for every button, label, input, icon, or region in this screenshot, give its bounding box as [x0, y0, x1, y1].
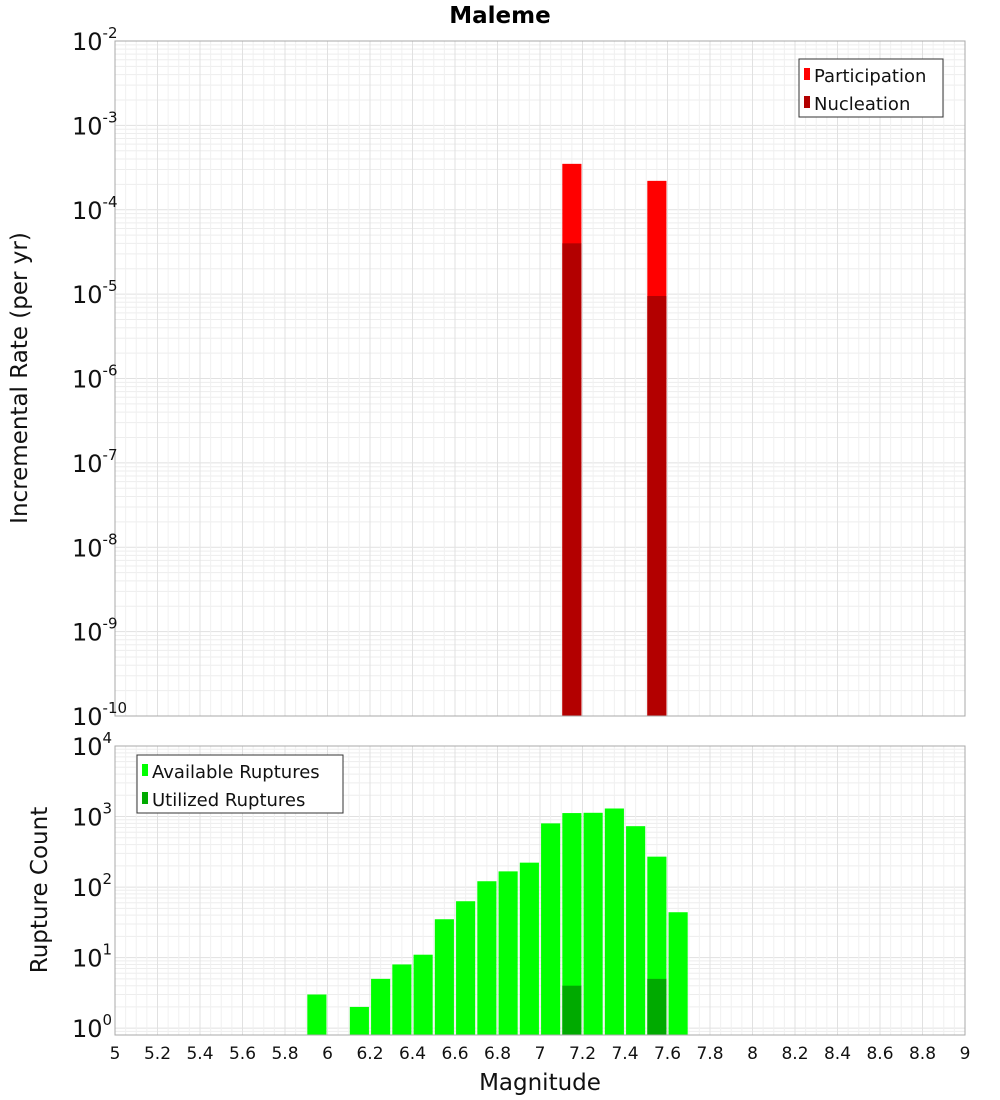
x-tick-label: 8.4 — [824, 1044, 851, 1064]
bottom-gridlines — [114, 745, 966, 1036]
top-y-tick-labels: 10-10 10-9 10-8 10-7 10-6 10-5 10-4 10-3 10-2 — [72, 24, 127, 731]
x-tick-label: 5.4 — [186, 1044, 213, 1064]
bottom-legend-label: Available Ruptures — [152, 762, 320, 783]
x-tick-label: 5.8 — [271, 1044, 298, 1064]
bottom-bar-series2 — [562, 985, 582, 1035]
bottom-bar-series1 — [519, 862, 539, 1035]
x-tick-label: 6.4 — [399, 1044, 426, 1064]
top-bar-series2 — [647, 296, 667, 716]
x-tick-label: 5.6 — [229, 1044, 256, 1064]
bottom-bar-series1 — [583, 812, 603, 1035]
x-tick-label: 7 — [535, 1044, 546, 1064]
top-y-axis-label: Incremental Rate (per yr) — [7, 232, 33, 524]
x-tick-label: 6.2 — [356, 1044, 383, 1064]
top-legend-swatch — [804, 68, 810, 80]
bottom-bar-series2 — [647, 978, 667, 1035]
top-legend-label: Participation — [814, 66, 926, 87]
bottom-bar-series1 — [392, 964, 412, 1035]
bottom-y-tick-label: 103 — [72, 800, 112, 832]
top-y-tick-label: 10-9 — [72, 615, 118, 647]
bottom-bar-series1 — [604, 808, 624, 1035]
x-tick-label: 8.2 — [781, 1044, 808, 1064]
top-y-tick-label: 10-10 — [72, 699, 127, 731]
bottom-y-axis-label: Rupture Count — [27, 807, 53, 973]
bottom-bar-series1 — [541, 823, 561, 1035]
x-tick-label: 6.6 — [441, 1044, 468, 1064]
bottom-bar-series1 — [434, 919, 454, 1035]
top-y-tick-label: 10-8 — [72, 530, 118, 562]
bottom-bar-series1 — [371, 978, 391, 1035]
bottom-bar-series1 — [413, 954, 433, 1035]
top-y-tick-label: 10-6 — [72, 362, 118, 394]
bottom-bar-series1 — [477, 881, 497, 1035]
bottom-legend-swatch — [142, 792, 148, 804]
bottom-y-tick-labels: 100 101 102 103 104 — [72, 729, 112, 1043]
top-y-tick-label: 10-5 — [72, 277, 118, 309]
bottom-bar-series1 — [498, 871, 518, 1035]
top-frame — [114, 40, 966, 717]
x-tick-label: 5.2 — [144, 1044, 171, 1064]
bottom-bar-series1 — [349, 1006, 369, 1035]
bottom-bar-series1 — [562, 813, 582, 1035]
bottom-bar-series1 — [668, 912, 688, 1035]
bottom-plot-rupture-count: 100 101 102 103 104 Available Ruptures Utilize… — [72, 729, 970, 1064]
bottom-bar-series1 — [456, 901, 476, 1035]
bottom-legend-box — [136, 754, 344, 814]
x-tick-label: 7.6 — [654, 1044, 681, 1064]
top-y-tick-label: 10-3 — [72, 108, 118, 140]
x-tick-label: 7.4 — [611, 1044, 638, 1064]
bottom-frame — [114, 745, 966, 1036]
top-legend-label: Nucleation — [814, 94, 910, 115]
bottom-legend: Available Ruptures Utilized Ruptures — [136, 754, 344, 814]
chart-title: Maleme — [449, 3, 550, 29]
x-tick-label: 6 — [322, 1044, 333, 1064]
top-y-tick-label: 10-7 — [72, 446, 118, 478]
x-tick-label: 7.2 — [569, 1044, 596, 1064]
x-tick-label: 8.8 — [909, 1044, 936, 1064]
bottom-bar-series1 — [626, 826, 646, 1035]
bottom-bars — [307, 808, 688, 1035]
bottom-y-tick-label: 101 — [72, 941, 112, 973]
top-y-tick-label: 10-4 — [72, 193, 118, 225]
top-legend-box — [798, 58, 944, 118]
top-plot-incremental-rate: 10-10 10-9 10-8 10-7 10-6 10-5 10-4 10-3 10-2 Par… — [72, 24, 966, 731]
x-tick-label: 6.8 — [484, 1044, 511, 1064]
top-gridlines — [114, 40, 966, 717]
x-tick-label: 5 — [110, 1044, 121, 1064]
x-tick-label: 9 — [960, 1044, 971, 1064]
top-bar-series2 — [562, 243, 582, 717]
bottom-y-tick-label: 104 — [72, 729, 112, 761]
x-tick-labels: 5 5.2 5.4 5.6 5.8 6 6.2 6.4 6.6 6.8 7 7.2 7.4 7.6 7.8 8… — [110, 1044, 971, 1064]
x-tick-label: 8.6 — [866, 1044, 893, 1064]
x-tick-label: 7.8 — [696, 1044, 723, 1064]
bottom-bar-series1 — [307, 994, 327, 1035]
x-axis-label: Magnitude — [479, 1070, 601, 1096]
bottom-legend-swatch — [142, 764, 148, 776]
top-bars — [562, 163, 667, 717]
top-legend-swatch — [804, 96, 810, 108]
bottom-y-tick-label: 100 — [72, 1011, 112, 1043]
bottom-legend-label: Utilized Ruptures — [152, 790, 305, 811]
bottom-y-tick-label: 102 — [72, 870, 112, 902]
x-tick-label: 8 — [747, 1044, 758, 1064]
top-y-tick-label: 10-2 — [72, 24, 118, 56]
top-legend: Participation Nucleation — [798, 58, 944, 118]
